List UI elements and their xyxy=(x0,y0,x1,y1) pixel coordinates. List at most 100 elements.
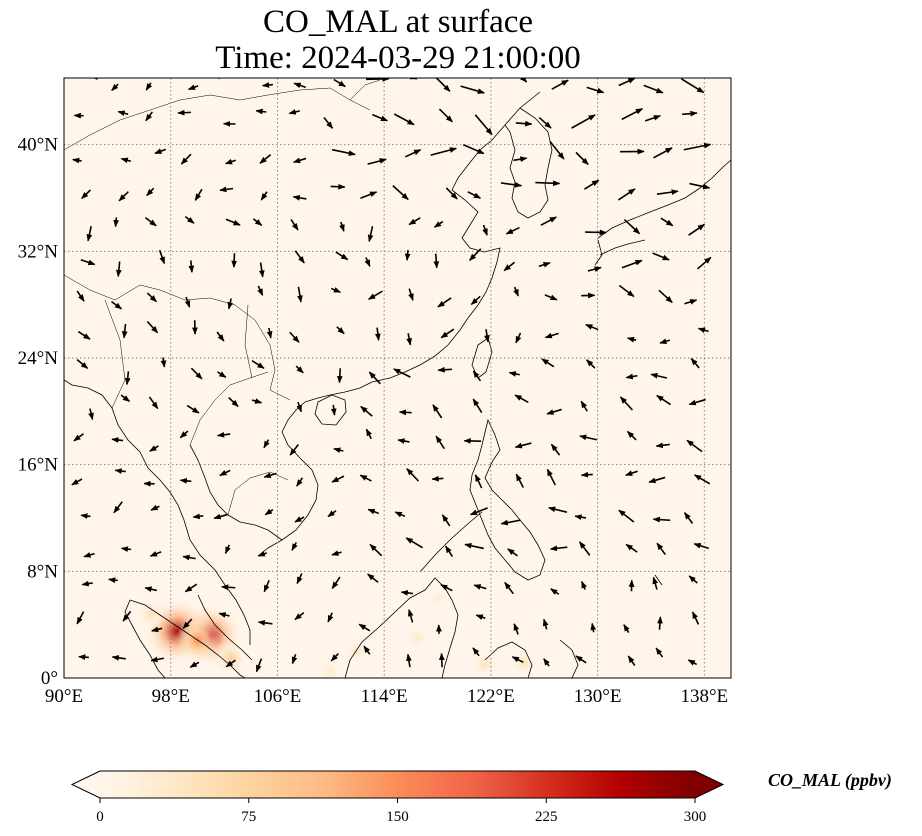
wind-arrow xyxy=(407,609,414,623)
colorbar-tick-label: 0 xyxy=(96,809,104,825)
wind-arrow xyxy=(288,109,300,115)
wind-arrow xyxy=(71,478,83,486)
wind-arrow xyxy=(574,514,587,521)
wind-arrow xyxy=(433,253,440,269)
wind-arrow xyxy=(445,187,458,200)
wind-arrow xyxy=(680,78,705,94)
colorbar-label: CO_MAL (ppbv) xyxy=(768,770,892,790)
wind-arrow xyxy=(408,217,421,226)
wind-arrow xyxy=(656,189,679,196)
wind-arrow xyxy=(688,575,698,584)
wind-arrow xyxy=(394,511,406,518)
wind-arrow xyxy=(146,187,155,197)
wind-arrow xyxy=(219,186,234,193)
wind-arrow xyxy=(261,82,273,88)
wind-arrow xyxy=(393,368,411,378)
wind-arrow xyxy=(296,477,304,487)
wind-arrow xyxy=(432,404,443,419)
wind-arrow xyxy=(148,396,159,410)
wind-arrow xyxy=(652,516,671,523)
wind-arrow xyxy=(621,108,644,121)
wind-arrow xyxy=(291,654,298,665)
wind-arrow xyxy=(111,83,119,92)
wind-arrow xyxy=(548,506,568,513)
wind-arrow xyxy=(359,474,372,482)
wind-arrow xyxy=(189,661,200,668)
wind-arrow xyxy=(295,365,304,374)
y-tick-label: 8°N xyxy=(27,561,58,582)
wind-arrow xyxy=(294,611,305,621)
wind-arrow xyxy=(252,218,263,226)
wind-arrow xyxy=(515,120,533,127)
wind-arrow xyxy=(515,332,522,344)
wind-arrow xyxy=(146,292,157,303)
wind-arrow xyxy=(464,542,484,550)
wind-arrow xyxy=(323,117,334,129)
wind-arrow xyxy=(81,580,93,587)
wind-arrow xyxy=(627,655,636,666)
wind-arrow xyxy=(467,191,482,199)
wind-arrow xyxy=(296,401,303,413)
wind-arrow xyxy=(575,655,587,664)
wind-arrow xyxy=(473,584,487,590)
wind-arrow xyxy=(122,610,132,622)
wind-arrow xyxy=(656,394,672,406)
wind-arrow xyxy=(111,437,124,443)
wind-arrow xyxy=(259,154,272,164)
wind-arrow xyxy=(296,573,303,585)
wind-arrow xyxy=(544,294,558,301)
wind-arrow xyxy=(369,543,383,557)
wind-arrow xyxy=(475,614,486,620)
wind-arrow xyxy=(644,114,661,122)
concentration-hotspot xyxy=(174,618,220,664)
wind-arrow xyxy=(194,188,203,201)
wind-arrow xyxy=(540,216,557,226)
wind-arrow xyxy=(120,546,132,552)
wind-arrow xyxy=(508,371,520,377)
wind-arrow xyxy=(182,618,193,629)
wind-arrow xyxy=(83,552,95,558)
y-tick-label: 16°N xyxy=(18,455,59,476)
wind-arrow xyxy=(367,226,374,243)
map-title: CO_MAL at surface xyxy=(262,4,534,40)
wind-arrow xyxy=(336,368,343,384)
wind-arrow xyxy=(686,439,703,453)
wind-arrow xyxy=(546,408,562,415)
wind-arrow xyxy=(255,658,263,673)
wind-arrow xyxy=(333,447,344,454)
wind-arrow xyxy=(331,576,341,589)
wind-arrow xyxy=(445,545,454,558)
wind-arrow xyxy=(398,409,412,416)
wind-arrow xyxy=(469,248,482,261)
wind-arrow xyxy=(366,78,390,82)
wind-arrow xyxy=(696,256,712,270)
wind-arrow xyxy=(433,220,444,228)
wind-arrow xyxy=(291,542,298,551)
wind-arrow xyxy=(617,188,636,201)
wind-arrow xyxy=(333,78,346,88)
wind-arrow xyxy=(158,249,166,265)
wind-arrow xyxy=(474,474,483,489)
wind-arrow xyxy=(688,223,706,236)
wind-arrow xyxy=(115,261,122,278)
wind-arrow xyxy=(543,658,550,667)
wind-arrow xyxy=(289,331,300,343)
wind-arrow xyxy=(538,262,551,268)
wind-arrow xyxy=(367,508,380,515)
wind-arrow xyxy=(88,408,94,421)
wind-arrow xyxy=(150,504,160,511)
wind-arrow xyxy=(120,157,132,164)
wind-arrow xyxy=(339,221,345,232)
wind-arrow xyxy=(392,185,409,201)
wind-arrow xyxy=(462,143,485,155)
concentration-hotspot xyxy=(317,658,344,678)
wind-arrow xyxy=(535,180,561,187)
wind-arrow xyxy=(500,181,523,188)
wind-arrow xyxy=(648,476,666,484)
wind-arrow xyxy=(623,624,630,634)
wind-arrow xyxy=(618,78,636,87)
wind-arrow xyxy=(408,288,414,301)
concentration-hotspot xyxy=(509,647,539,677)
wind-arrow xyxy=(657,616,663,630)
wind-arrow xyxy=(218,612,230,618)
